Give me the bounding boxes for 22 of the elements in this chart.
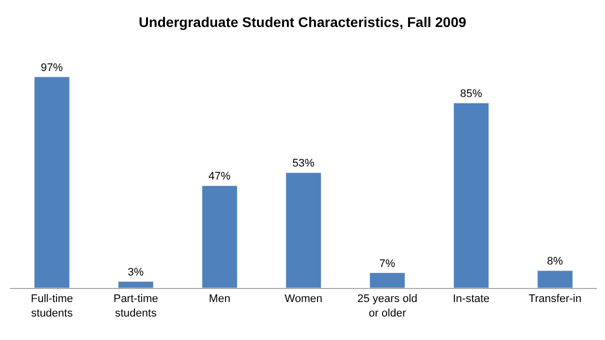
- data-label: 47%: [208, 170, 231, 183]
- bar: [537, 270, 573, 288]
- data-label: 8%: [547, 256, 564, 268]
- x-tick-label: Women: [284, 293, 322, 306]
- x-tick-label: 25 years old or older: [357, 293, 418, 320]
- x-tick-label: Full-time students: [30, 293, 74, 320]
- x-tick-label: Men: [208, 293, 230, 306]
- data-label: 97%: [40, 62, 64, 74]
- bar: [202, 185, 238, 288]
- bar: [453, 102, 490, 288]
- chart-title: Undergraduate Student Characteristics, Fall 2009: [138, 14, 466, 30]
- data-label: 85%: [460, 88, 482, 100]
- bar: [286, 172, 322, 288]
- bar: [118, 281, 154, 288]
- bar: [370, 272, 406, 288]
- data-label: 53%: [292, 158, 315, 170]
- x-tick-label: In-state: [452, 293, 490, 306]
- x-tick-label: Transfer-in: [528, 293, 582, 306]
- x-tick-label: Part-time students: [113, 293, 158, 320]
- bar: [34, 76, 70, 288]
- data-label: 3%: [128, 266, 144, 278]
- data-label: 7%: [379, 258, 396, 270]
